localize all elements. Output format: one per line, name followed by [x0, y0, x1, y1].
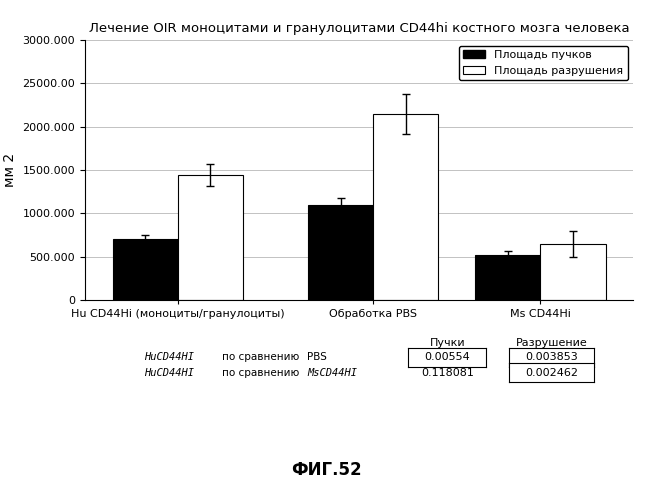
Text: по сравнению: по сравнению [222, 352, 299, 362]
Bar [541, 244, 605, 300]
Text: по сравнению: по сравнению [222, 368, 299, 378]
Text: MsCD44HI: MsCD44HI [307, 368, 357, 378]
Text: 0.002462: 0.002462 [525, 368, 579, 378]
Text: 0.118081: 0.118081 [421, 368, 473, 378]
Bar [308, 204, 373, 300]
Text: ФИГ.52: ФИГ.52 [291, 461, 362, 479]
Text: 0.003853: 0.003853 [526, 352, 578, 362]
Bar [475, 254, 541, 300]
Bar [373, 114, 438, 300]
Text: HuCD44HI: HuCD44HI [144, 368, 194, 378]
Text: HuCD44HI: HuCD44HI [144, 352, 194, 362]
Bar [113, 240, 178, 300]
Legend: Площадь пучков, Площадь разрушения: Площадь пучков, Площадь разрушения [458, 46, 628, 80]
Text: Разрушение: Разрушение [516, 338, 588, 347]
Title: Лечение OIR моноцитами и гранулоцитами CD44hi костного мозга человека: Лечение OIR моноцитами и гранулоцитами C… [89, 22, 629, 35]
Text: PBS: PBS [307, 352, 326, 362]
Text: 0.00554: 0.00554 [424, 352, 470, 362]
Y-axis label: мм 2: мм 2 [3, 153, 17, 187]
Text: Пучки: Пучки [430, 338, 465, 347]
Bar [178, 175, 243, 300]
